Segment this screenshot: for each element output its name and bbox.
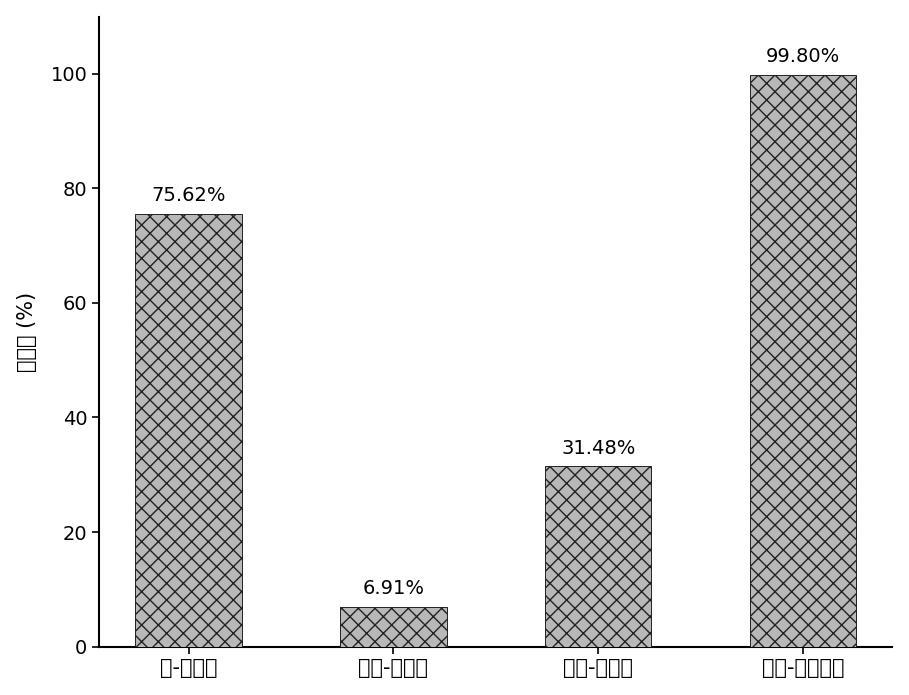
Text: 6.91%: 6.91% — [363, 580, 425, 598]
Bar — [135, 213, 242, 646]
Text: 31.48%: 31.48% — [561, 439, 635, 458]
Y-axis label: 降解率 (%): 降解率 (%) — [16, 291, 36, 372]
Text: 75.62%: 75.62% — [151, 186, 225, 205]
Bar — [544, 466, 652, 646]
Text: 99.80%: 99.80% — [766, 47, 840, 67]
Bar — [340, 607, 446, 646]
Bar — [750, 75, 856, 646]
